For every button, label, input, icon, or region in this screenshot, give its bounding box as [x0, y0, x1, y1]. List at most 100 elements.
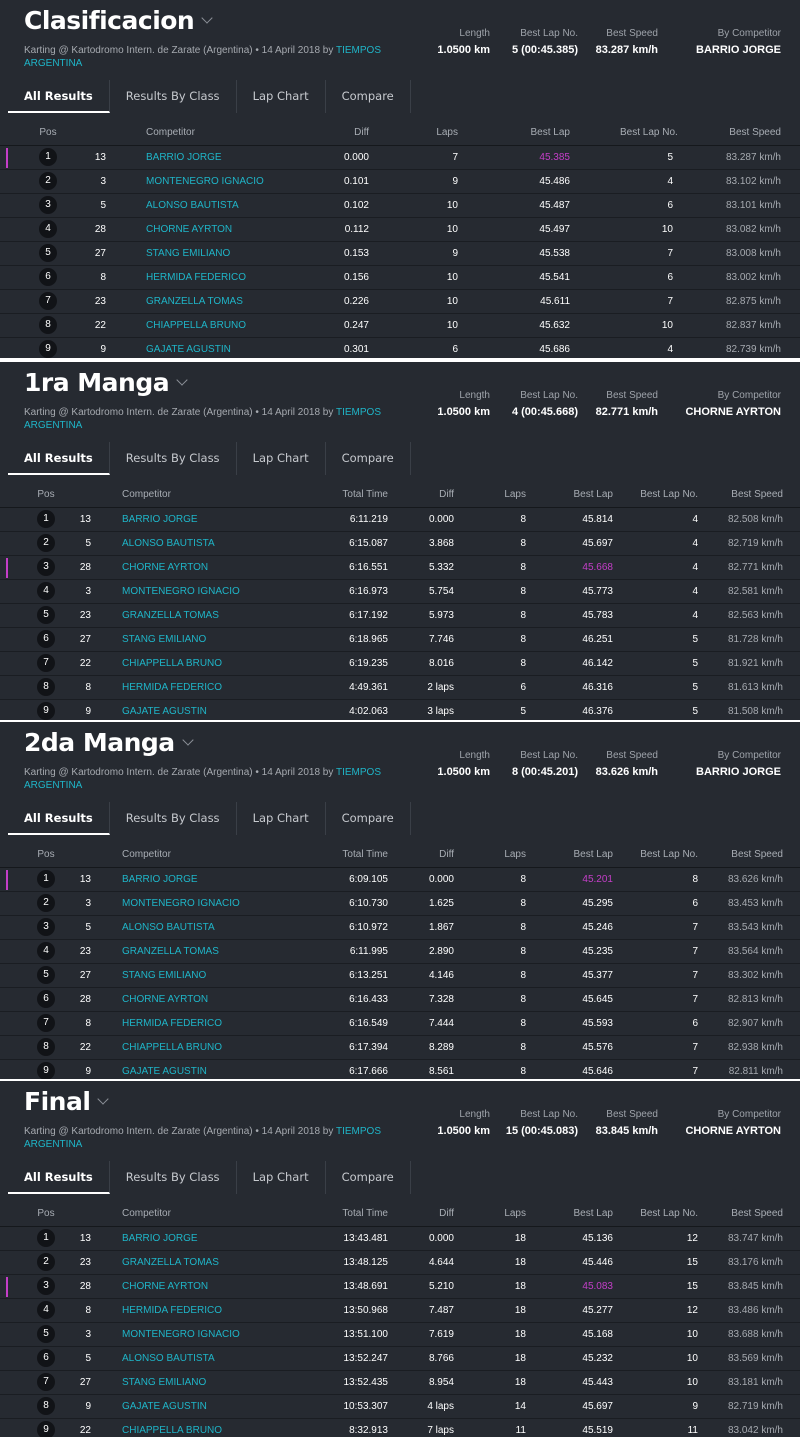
table-row[interactable]: 1 13 BARRIO JORGE 6:09.105 0.000 8 45.201 8 83.6… [0, 868, 800, 892]
table-row[interactable]: 7 8 HERMIDA FEDERICO 6:16.549 7.444 8 45.593 6 8… [0, 1012, 800, 1036]
competitor-link[interactable]: CHORNE AYRTON [122, 562, 209, 573]
competitor-link[interactable]: MONTENEGRO IGNACIO [146, 176, 264, 187]
header-pos[interactable]: Pos [37, 1208, 55, 1219]
table-row[interactable]: 2 5 ALONSO BAUTISTA 6:15.087 3.868 8 45.697 4 82… [0, 532, 800, 556]
tab-compare[interactable]: Compare [326, 802, 411, 835]
organizer-link[interactable]: TIEMPOS ARGENTINA [24, 1126, 381, 1150]
table-row[interactable]: 4 23 GRANZELLA TOMAS 6:11.995 2.890 8 45.235 7 8… [0, 940, 800, 964]
organizer-link[interactable]: TIEMPOS ARGENTINA [24, 45, 381, 69]
header-best-lap[interactable]: Best Lap [573, 1208, 613, 1219]
header-diff[interactable]: Diff [439, 1208, 454, 1219]
competitor-link[interactable]: GRANZELLA TOMAS [122, 1257, 219, 1268]
session-title-row[interactable]: 2da Manga [24, 728, 194, 757]
header-best-lap-no[interactable]: Best Lap No. [620, 127, 678, 138]
header-best-speed[interactable]: Best Speed [731, 489, 783, 500]
table-row[interactable]: 9 9 GAJATE AGUSTIN 4:02.063 3 laps 5 46.376 5 81… [0, 700, 800, 720]
competitor-link[interactable]: BARRIO JORGE [146, 152, 222, 163]
table-row[interactable]: 2 3 MONTENEGRO IGNACIO 6:10.730 1.625 8 45.295… [0, 892, 800, 916]
session-title-row[interactable]: Final [24, 1087, 110, 1116]
header-best-lap-no[interactable]: Best Lap No. [640, 1208, 698, 1219]
competitor-link[interactable]: BARRIO JORGE [122, 514, 198, 525]
table-row[interactable]: 9 9 GAJATE AGUSTIN 6:17.666 8.561 8 45.646 7 82.… [0, 1060, 800, 1079]
table-row[interactable]: 1 13 BARRIO JORGE 6:11.219 0.000 8 45.814 4 82.5… [0, 508, 800, 532]
competitor-link[interactable]: CHORNE AYRTON [122, 994, 209, 1005]
tab-compare[interactable]: Compare [326, 442, 411, 475]
header-pos[interactable]: Pos [39, 127, 57, 138]
header-total-time[interactable]: Total Time [342, 849, 388, 860]
header-competitor[interactable]: Competitor [122, 849, 171, 860]
tab-lap-chart[interactable]: Lap Chart [237, 80, 326, 113]
table-row[interactable]: 5 3 MONTENEGRO IGNACIO 13:51.100 7.619 18 45.1… [0, 1323, 800, 1347]
competitor-link[interactable]: ALONSO BAUTISTA [122, 538, 215, 549]
competitor-link[interactable]: BARRIO JORGE [122, 1233, 198, 1244]
competitor-link[interactable]: CHORNE AYRTON [122, 1281, 209, 1292]
table-row[interactable]: 1 13 BARRIO JORGE 13:43.481 0.000 18 45.136 12 8… [0, 1227, 800, 1251]
competitor-link[interactable]: GAJATE AGUSTIN [122, 1066, 207, 1077]
competitor-link[interactable]: CHORNE AYRTON [146, 224, 233, 235]
tab-all-results[interactable]: All Results [8, 1161, 110, 1194]
competitor-link[interactable]: BARRIO JORGE [122, 874, 198, 885]
organizer-link[interactable]: TIEMPOS ARGENTINA [24, 407, 381, 431]
header-total-time[interactable]: Total Time [342, 1208, 388, 1219]
table-row[interactable]: 2 23 GRANZELLA TOMAS 13:48.125 4.644 18 45.446… [0, 1251, 800, 1275]
competitor-link[interactable]: ALONSO BAUTISTA [146, 200, 239, 211]
table-row[interactable]: 4 28 CHORNE AYRTON 0.112 10 45.497 10 83.082 km… [0, 218, 800, 242]
table-row[interactable]: 9 9 GAJATE AGUSTIN 0.301 6 45.686 4 82.739 km/h [0, 338, 800, 358]
competitor-link[interactable]: HERMIDA FEDERICO [122, 682, 223, 693]
header-diff[interactable]: Diff [439, 489, 454, 500]
competitor-link[interactable]: GAJATE AGUSTIN [122, 706, 207, 717]
table-row[interactable]: 2 3 MONTENEGRO IGNACIO 0.101 9 45.486 4 83.102 … [0, 170, 800, 194]
tab-results-by-class[interactable]: Results By Class [110, 802, 237, 835]
table-row[interactable]: 8 8 HERMIDA FEDERICO 4:49.361 2 laps 6 46.316 5… [0, 676, 800, 700]
tab-compare[interactable]: Compare [326, 80, 411, 113]
header-diff[interactable]: Diff [439, 849, 454, 860]
table-row[interactable]: 5 27 STANG EMILIANO 6:13.251 4.146 8 45.377 7 83… [0, 964, 800, 988]
tab-lap-chart[interactable]: Lap Chart [237, 442, 326, 475]
table-row[interactable]: 8 22 CHIAPPELLA BRUNO 6:17.394 8.289 8 45.576 7… [0, 1036, 800, 1060]
chevron-down-icon[interactable] [182, 734, 194, 746]
session-title-row[interactable]: 1ra Manga [24, 368, 188, 397]
competitor-link[interactable]: HERMIDA FEDERICO [146, 272, 247, 283]
table-row[interactable]: 5 23 GRANZELLA TOMAS 6:17.192 5.973 8 45.783 4 8… [0, 604, 800, 628]
competitor-link[interactable]: GRANZELLA TOMAS [122, 610, 219, 621]
table-row[interactable]: 3 28 CHORNE AYRTON 6:16.551 5.332 8 45.668 4 82.… [0, 556, 800, 580]
organizer-link[interactable]: TIEMPOS ARGENTINA [24, 767, 381, 791]
table-row[interactable]: 1 13 BARRIO JORGE 0.000 7 45.385 5 83.287 km/h [0, 146, 800, 170]
chevron-down-icon[interactable] [201, 12, 213, 24]
header-best-speed[interactable]: Best Speed [731, 1208, 783, 1219]
header-best-speed[interactable]: Best Speed [731, 849, 783, 860]
table-row[interactable]: 6 8 HERMIDA FEDERICO 0.156 10 45.541 6 83.002 k… [0, 266, 800, 290]
competitor-link[interactable]: GAJATE AGUSTIN [146, 344, 231, 355]
competitor-link[interactable]: CHIAPPELLA BRUNO [122, 1425, 223, 1436]
competitor-link[interactable]: HERMIDA FEDERICO [122, 1018, 223, 1029]
competitor-link[interactable]: MONTENEGRO IGNACIO [122, 1329, 240, 1340]
tab-lap-chart[interactable]: Lap Chart [237, 1161, 326, 1194]
header-laps[interactable]: Laps [504, 849, 526, 860]
chevron-down-icon[interactable] [176, 374, 188, 386]
header-best-lap[interactable]: Best Lap [573, 849, 613, 860]
tab-lap-chart[interactable]: Lap Chart [237, 802, 326, 835]
competitor-link[interactable]: MONTENEGRO IGNACIO [122, 898, 240, 909]
header-total-time[interactable]: Total Time [342, 489, 388, 500]
table-row[interactable]: 3 28 CHORNE AYRTON 13:48.691 5.210 18 45.083 15… [0, 1275, 800, 1299]
table-row[interactable]: 6 27 STANG EMILIANO 6:18.965 7.746 8 46.251 5 81… [0, 628, 800, 652]
header-best-lap-no[interactable]: Best Lap No. [640, 849, 698, 860]
header-pos[interactable]: Pos [37, 849, 55, 860]
competitor-link[interactable]: STANG EMILIANO [146, 248, 231, 259]
tab-all-results[interactable]: All Results [8, 802, 110, 835]
competitor-link[interactable]: CHIAPPELLA BRUNO [146, 320, 247, 331]
tab-all-results[interactable]: All Results [8, 442, 110, 475]
header-best-speed[interactable]: Best Speed [729, 127, 781, 138]
header-pos[interactable]: Pos [37, 489, 55, 500]
table-row[interactable]: 8 22 CHIAPPELLA BRUNO 0.247 10 45.632 10 82.837… [0, 314, 800, 338]
competitor-link[interactable]: HERMIDA FEDERICO [122, 1305, 223, 1316]
table-row[interactable]: 6 28 CHORNE AYRTON 6:16.433 7.328 8 45.645 7 82.… [0, 988, 800, 1012]
table-row[interactable]: 4 3 MONTENEGRO IGNACIO 6:16.973 5.754 8 45.773… [0, 580, 800, 604]
header-laps[interactable]: Laps [436, 127, 458, 138]
header-competitor[interactable]: Competitor [122, 1208, 171, 1219]
header-best-lap[interactable]: Best Lap [530, 127, 570, 138]
header-laps[interactable]: Laps [504, 1208, 526, 1219]
header-competitor[interactable]: Competitor [122, 489, 171, 500]
competitor-link[interactable]: ALONSO BAUTISTA [122, 1353, 215, 1364]
header-laps[interactable]: Laps [504, 489, 526, 500]
